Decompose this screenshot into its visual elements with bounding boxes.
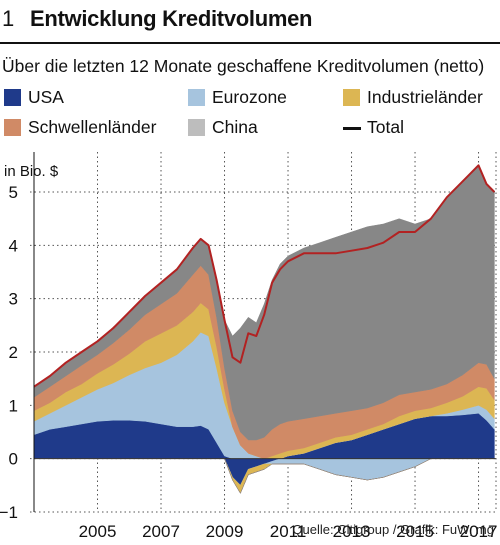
x-tick-label: 2007 <box>142 522 180 541</box>
legend-label-china: China <box>212 117 258 137</box>
y-tick-label: 1 <box>9 396 18 415</box>
y-axis-label: in Bio. $ <box>4 163 59 180</box>
figure-number: 1 <box>2 6 15 31</box>
chart-subtitle: Über die letzten 12 Monate geschaffene K… <box>2 56 485 76</box>
legend-swatch-schwellenlaender <box>4 119 21 136</box>
y-tick-label: 5 <box>9 183 18 202</box>
x-tick-label: 2013 <box>333 522 371 541</box>
legend-swatch-china <box>188 119 205 136</box>
legend-label-usa: USA <box>28 87 64 107</box>
y-tick-label: 4 <box>9 236 18 255</box>
x-tick-label: 2017 <box>460 522 498 541</box>
area-usa-negative <box>34 458 495 486</box>
legend-label-eurozone: Eurozone <box>212 87 287 107</box>
y-tick-label: 0 <box>9 450 18 469</box>
line-total <box>33 164 496 388</box>
y-tick-label: 3 <box>9 290 18 309</box>
chart-header: 1 Entwicklung Kreditvolumen <box>0 0 500 44</box>
x-tick-label: 2005 <box>79 522 117 541</box>
x-tick-label: 2009 <box>206 522 244 541</box>
y-tick-label: −1 <box>0 503 18 522</box>
chart-title: Entwicklung Kreditvolumen <box>30 6 313 31</box>
legend-label-total: Total <box>367 117 404 137</box>
legend-line-total <box>343 127 361 130</box>
x-tick-label: 2011 <box>270 522 307 541</box>
x-tick-label: 2015 <box>396 522 434 541</box>
legend-swatch-industrielaender <box>343 89 360 106</box>
source-note: Quelle: Citigroup / Grafik: FuW, mg <box>292 522 494 537</box>
legend-label-industrielaender: Industrieländer <box>367 87 483 107</box>
area-industrielaender-negative <box>34 458 495 494</box>
legend-swatch-usa <box>4 89 21 106</box>
legend-label-schwellenlaender: Schwellenländer <box>28 117 157 137</box>
legend-swatch-eurozone <box>188 89 205 106</box>
title-rule <box>0 42 500 44</box>
y-tick-label: 2 <box>9 343 18 362</box>
